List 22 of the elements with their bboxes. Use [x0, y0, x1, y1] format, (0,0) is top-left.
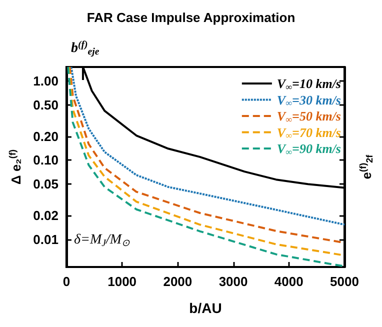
x-tick-label: 2000 — [163, 274, 192, 289]
x-axis-title: b/AU — [189, 300, 222, 316]
legend-label: V∞=50 km/s — [276, 108, 342, 124]
chart-title: FAR Case Impulse Approximation — [86, 10, 296, 25]
y-axis-title: Δ e₂(f) — [8, 149, 24, 185]
y-tick-label: 0.05 — [33, 176, 58, 192]
legend-label: V∞=10 km/s — [276, 76, 342, 92]
y-tick-label: 0.02 — [33, 208, 58, 224]
legend-label: V∞=70 km/s — [276, 124, 342, 140]
legend-label: V∞=30 km/s — [276, 92, 342, 108]
x-tick-label: 3000 — [218, 274, 248, 289]
y-tick-label: 0.01 — [33, 232, 58, 248]
y-tick-label: 0.50 — [33, 97, 58, 112]
y-tick-label: 1.00 — [33, 73, 58, 88]
x-tick-label: 1000 — [108, 274, 137, 289]
y2-axis-title: e(f)2f — [358, 154, 374, 180]
y-tick-label: 0.10 — [33, 152, 58, 168]
legend-label: V∞=90 km/s — [276, 141, 342, 157]
x-tick-label: 0 — [62, 274, 70, 289]
y-tick-label: 0.20 — [33, 128, 58, 144]
x-tick-label: 4000 — [274, 274, 304, 289]
x-tick-label: 5000 — [330, 274, 359, 289]
